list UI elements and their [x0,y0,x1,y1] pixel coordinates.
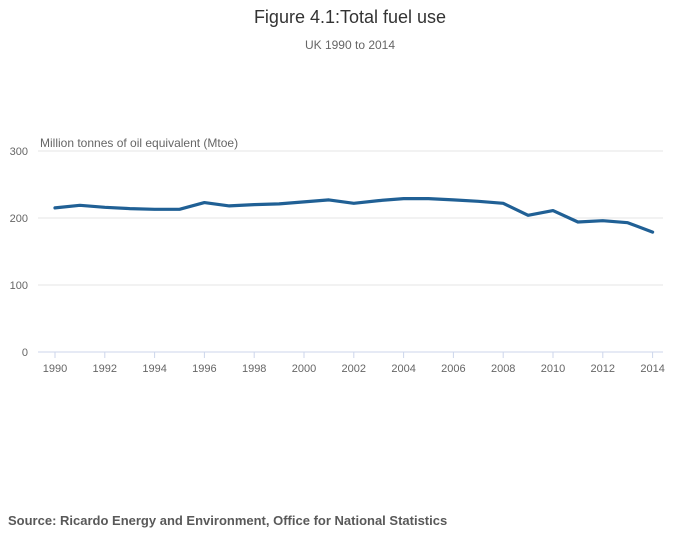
x-tick-label: 2004 [391,363,415,375]
x-tick-label: 2014 [640,363,664,375]
x-tick-label: 2010 [541,363,565,375]
source-attribution: Source: Ricardo Energy and Environment, … [8,513,448,528]
y-tick-label: 200 [10,213,28,225]
y-tick-label: 300 [10,146,28,158]
total-fuel-use-line [53,197,655,234]
x-tick-label: 1994 [142,363,166,375]
x-tick-label: 1992 [93,363,117,375]
chart-title: Figure 4.1:Total fuel use [253,7,447,27]
y-axis-title: Million tonnes of oil equivalent (Mtoe) [40,136,239,150]
x-tick-label: 2008 [491,363,515,375]
x-tick-label: 2012 [591,363,615,375]
x-tick-label: 1990 [43,363,67,375]
x-tick-label: 2002 [342,363,366,375]
x-tick-label: 2006 [441,363,465,375]
fuel-use-line-chart: 0 100 200 300 1990 1992 1994 1996 1998 2000 2002 20… [10,146,665,375]
y-tick-label: 0 [22,347,28,359]
x-tick-label: 1998 [242,363,266,375]
x-tick-label: 2000 [292,363,316,375]
x-tick-label: 1996 [192,363,216,375]
y-tick-label: 100 [10,280,28,292]
chart-subtitle: UK 1990 to 2014 [304,38,396,52]
